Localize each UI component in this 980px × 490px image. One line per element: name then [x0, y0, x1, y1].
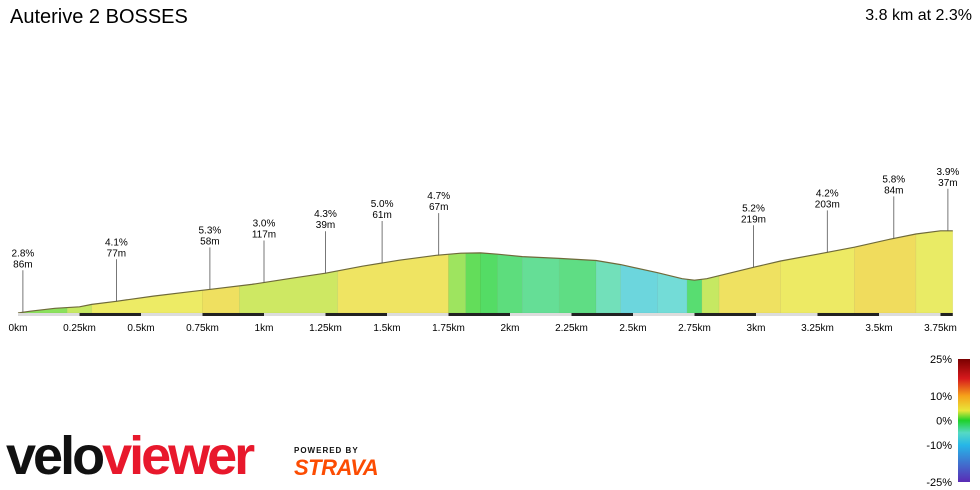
gradient-segment — [239, 270, 339, 314]
gradient-color-scale: 25% 10% 0% -10% -25% — [926, 354, 970, 489]
elevation-line — [17, 230, 953, 314]
branding-footer: veloviewer POWERED BY STRAVA — [4, 424, 404, 488]
color-scale-label: 25% — [930, 354, 952, 366]
color-scale-label: -10% — [926, 440, 952, 452]
baseline-bar — [510, 313, 572, 316]
annotation-length: 117m — [252, 230, 276, 241]
climb-annotations: 2.8%86m 4.1%77m 5.3%58m 3.0%117m 4.3%39m 5.0%… — [12, 167, 960, 313]
annotation-grade: 3.9% — [937, 167, 960, 178]
profile-outline — [17, 230, 953, 314]
chart-title: Auterive 2 BOSSES — [10, 6, 188, 28]
annotation-length: 39m — [316, 220, 335, 231]
gradient-segment — [91, 290, 203, 314]
baseline-bar — [387, 313, 449, 316]
x-tick-label: 1km — [255, 323, 274, 334]
gradient-segment — [465, 252, 481, 314]
annotation-grade: 4.1% — [105, 237, 128, 248]
gradient-segment — [558, 258, 597, 314]
x-tick-label: 0.75km — [186, 323, 219, 334]
gradient-segment — [337, 253, 449, 314]
gradient-segment — [915, 230, 954, 314]
x-tick-label: 1.25km — [309, 323, 342, 334]
annotation-grade: 4.3% — [314, 209, 337, 220]
strava-logo: STRAVA — [294, 455, 379, 480]
annotation-length: 67m — [429, 202, 448, 213]
annotation-length: 219m — [741, 214, 766, 225]
gradient-segment — [480, 252, 498, 314]
baseline-bar — [141, 313, 203, 316]
gradient-segment — [448, 252, 466, 314]
x-tick-label: 2.25km — [555, 323, 588, 334]
baseline-bar — [694, 313, 756, 316]
gradient-segment — [780, 246, 855, 314]
annotation-grade: 3.0% — [253, 219, 276, 230]
x-tick-label: 3.25km — [801, 323, 834, 334]
logo-velo-text: velo — [6, 426, 105, 486]
annotation-length: 77m — [107, 248, 126, 259]
annotation-length: 86m — [13, 259, 32, 270]
annotation-grade: 2.8% — [12, 248, 35, 259]
annotation-length: 61m — [372, 210, 391, 221]
annotation-grade: 5.3% — [199, 225, 222, 236]
x-tick-label: 2km — [501, 323, 520, 334]
gradient-segment — [686, 279, 703, 314]
veloviewer-logo: veloviewer — [6, 424, 255, 488]
baseline-bar — [940, 313, 953, 316]
annotation-grade: 4.2% — [816, 188, 839, 199]
x-tick-label: 3.5km — [865, 323, 892, 334]
x-tick-label: 3km — [747, 323, 766, 334]
x-axis-ticks: 0km 0.25km 0.5km 0.75km 1km 1.25km 1.5km 1.75km… — [9, 323, 957, 334]
annotation-grade: 5.0% — [371, 199, 394, 210]
gradient-segment — [522, 256, 560, 314]
baseline-bar — [817, 313, 879, 316]
annotation-grade: 5.8% — [882, 174, 905, 185]
distance-baseline — [18, 313, 953, 316]
gradient-segments — [17, 230, 954, 314]
x-tick-label: 0.5km — [127, 323, 154, 334]
x-tick-label: 3.75km — [924, 323, 957, 334]
x-tick-label: 1.75km — [432, 323, 465, 334]
annotation-length: 58m — [200, 236, 219, 247]
logo-viewer-text: viewer — [102, 426, 255, 486]
baseline-bar — [325, 313, 387, 316]
x-tick-label: 0km — [9, 323, 28, 334]
baseline-bar — [879, 313, 941, 316]
x-tick-label: 2.5km — [619, 323, 646, 334]
annotation-length: 84m — [884, 185, 903, 196]
baseline-bar — [756, 313, 818, 316]
color-scale-label: 10% — [930, 391, 952, 403]
gradient-segment — [595, 260, 621, 314]
annotation-length: 37m — [938, 178, 957, 189]
baseline-bar — [571, 313, 633, 316]
x-tick-label: 0.25km — [63, 323, 96, 334]
color-scale-label: 0% — [936, 416, 952, 428]
color-scale-bar — [958, 359, 970, 482]
annotation-length: 203m — [815, 199, 840, 210]
route-summary: 3.8 km at 2.3% — [865, 7, 972, 24]
baseline-bar — [202, 313, 264, 316]
gradient-segment — [854, 233, 917, 314]
powered-by-label: POWERED BY — [294, 446, 359, 455]
baseline-bar — [264, 313, 326, 316]
annotation-grade: 4.7% — [427, 191, 450, 202]
x-tick-label: 1.5km — [373, 323, 400, 334]
gradient-segment — [701, 275, 720, 314]
annotation-grade: 5.2% — [742, 203, 765, 214]
baseline-bar — [448, 313, 510, 316]
baseline-bar — [79, 313, 141, 316]
x-tick-label: 2.75km — [678, 323, 711, 334]
baseline-bar — [18, 313, 80, 316]
baseline-bar — [633, 313, 695, 316]
color-scale-label: -25% — [926, 477, 952, 489]
gradient-segment — [497, 253, 523, 314]
